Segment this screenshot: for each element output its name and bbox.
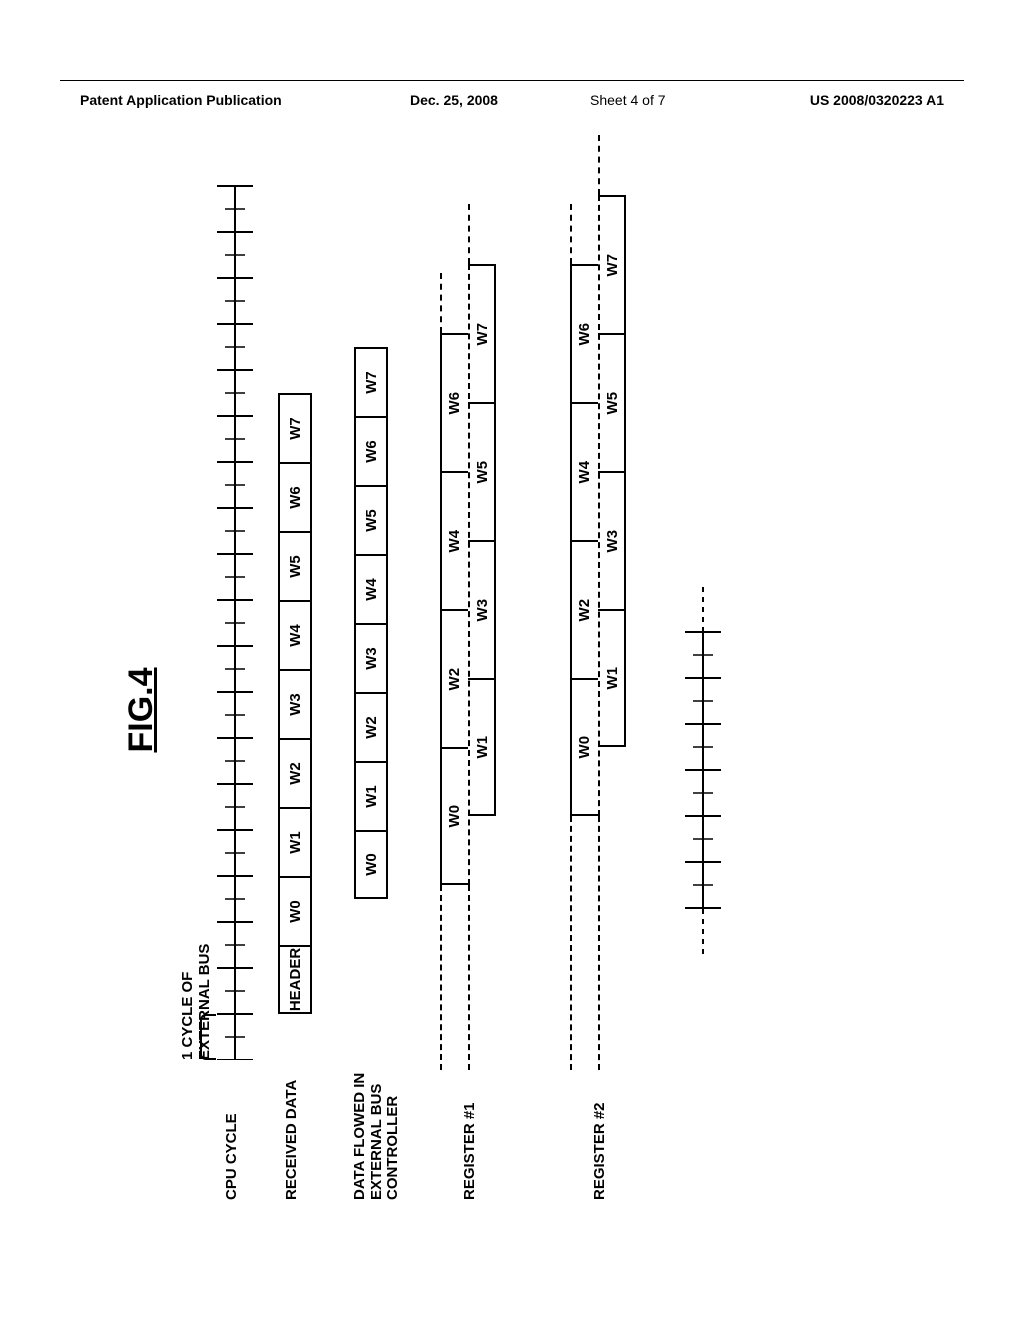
label-register-2: REGISTER #2 (592, 1102, 609, 1200)
flowed-data-row: W0W1W2W3W4W5W6W7 (354, 347, 388, 899)
figure-stage: FIG.4 1 CYCLE OFEXTERNAL BUS CPU CYCLE R… (122, 160, 902, 1260)
register-1-cell: W7 (468, 264, 496, 402)
register-1-cell: W0 (440, 747, 468, 885)
register-1-cell: W5 (468, 402, 496, 540)
received-data-row: HEADERW0W1W2W3W4W5W6W7 (278, 393, 312, 1014)
register-2-cell: W6 (570, 264, 598, 402)
register-2-cell: W2 (570, 540, 598, 678)
register-2-track: W0W2W4W6 W1W3W5W7 (570, 195, 626, 816)
flowed-word-cell: W4 (354, 554, 388, 623)
register-1-cell: W1 (468, 678, 496, 816)
register-1-cell: W4 (440, 471, 468, 609)
received-word-cell: W6 (278, 462, 312, 531)
label-register-1: REGISTER #1 (462, 1102, 479, 1200)
flowed-word-cell: W2 (354, 692, 388, 761)
flowed-word-cell: W7 (354, 347, 388, 416)
flowed-word-cell: W5 (354, 485, 388, 554)
publication-label: Patent Application Publication (80, 92, 282, 108)
received-word-cell: W3 (278, 669, 312, 738)
figure-title: FIG.4 (122, 667, 161, 752)
register-1-cell: W2 (440, 609, 468, 747)
received-word-cell: W7 (278, 393, 312, 462)
cycle-brace (200, 1014, 216, 1060)
register-1-cell: W3 (468, 540, 496, 678)
received-header-cell: HEADER (278, 945, 312, 1014)
flowed-word-cell: W1 (354, 761, 388, 830)
register-1-lead-dash-top (440, 885, 442, 1070)
register-1-cell: W6 (440, 333, 468, 471)
label-received-data: RECEIVED DATA (284, 1080, 301, 1200)
register-2-lead-dash-mid (598, 816, 600, 1070)
register-2-lead-dash-top (570, 816, 572, 1070)
register-2-cell: W3 (598, 471, 626, 609)
label-data-flowed: DATA FLOWED INEXTERNAL BUSCONTROLLER (352, 1073, 402, 1200)
received-word-cell: W0 (278, 876, 312, 945)
register-2-cell: W4 (570, 402, 598, 540)
publication-date: Dec. 25, 2008 (410, 92, 498, 108)
register-2-cell: W0 (570, 678, 598, 816)
register-1-track: W0W2W4W6 W1W3W5W7 (440, 264, 496, 885)
publication-number: US 2008/0320223 A1 (810, 92, 944, 108)
register-2-cell: W5 (598, 333, 626, 471)
flowed-word-cell: W6 (354, 416, 388, 485)
flowed-word-cell: W0 (354, 830, 388, 899)
header-rule (60, 80, 964, 81)
received-word-cell: W4 (278, 600, 312, 669)
received-word-cell: W1 (278, 807, 312, 876)
label-cpu-cycle: CPU CYCLE (224, 1113, 241, 1200)
received-word-cell: W5 (278, 531, 312, 600)
register-1-lead-dash-mid (468, 885, 470, 1070)
flowed-word-cell: W3 (354, 623, 388, 692)
sheet-number: Sheet 4 of 7 (590, 92, 666, 108)
received-word-cell: W2 (278, 738, 312, 807)
register-2-cell: W1 (598, 609, 626, 747)
register-2-cell: W7 (598, 195, 626, 333)
